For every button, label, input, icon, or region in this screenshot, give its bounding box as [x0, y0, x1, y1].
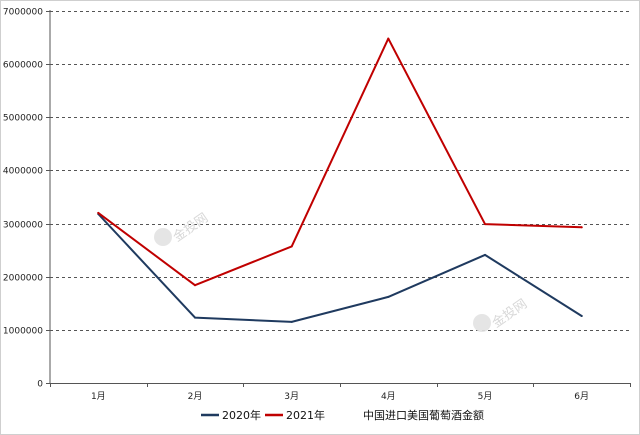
- x-tick-label: 6月: [574, 391, 589, 402]
- y-tick-label: 3000000: [3, 221, 43, 231]
- x-tick-label: 1月: [91, 391, 106, 402]
- chart-caption: 中国进口美国葡萄酒金额: [363, 408, 484, 422]
- legend: 2020年 2021年 中国进口美国葡萄酒金额: [201, 408, 484, 422]
- legend-label-2021: 2021年: [286, 408, 325, 422]
- series-line-0: [97, 213, 583, 323]
- watermark-logo-icon: [473, 314, 491, 332]
- series-lines: [97, 37, 583, 323]
- data-point: [387, 295, 390, 298]
- x-tick-label: 4月: [381, 391, 396, 402]
- y-tick-label: 5000000: [3, 114, 43, 124]
- data-point: [580, 226, 583, 229]
- data-point: [484, 223, 486, 226]
- data-point: [387, 37, 390, 40]
- data-point: [484, 253, 486, 256]
- data-point: [290, 245, 293, 248]
- data-point: [97, 211, 100, 214]
- y-tick-label: 7000000: [3, 8, 43, 18]
- y-tick-label: 1000000: [3, 327, 43, 337]
- data-point: [580, 315, 583, 317]
- data-point: [194, 284, 196, 287]
- y-tick-label: 2000000: [3, 274, 43, 284]
- series-line-1: [97, 37, 583, 287]
- y-axis-ticks: 0 1000000 2000000 3000000 4000000 5000000 6000…: [3, 8, 50, 390]
- data-point: [290, 320, 293, 323]
- y-tick-label: 4000000: [3, 167, 43, 177]
- data-point: [194, 316, 196, 319]
- gridlines: [50, 11, 630, 331]
- y-tick-label: 6000000: [3, 61, 43, 71]
- x-tick-label: 5月: [478, 391, 493, 402]
- x-tick-label: 3月: [284, 391, 299, 402]
- watermark-logo-icon: [154, 228, 172, 246]
- x-tick-label: 2月: [188, 391, 203, 402]
- y-tick-label: 0: [37, 380, 43, 390]
- legend-label-2020: 2020年: [222, 408, 261, 422]
